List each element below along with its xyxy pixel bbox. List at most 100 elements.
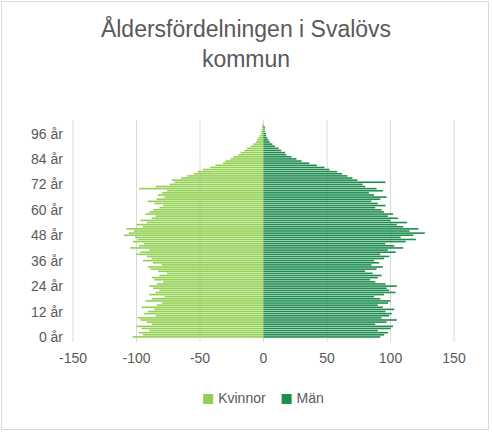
bar bbox=[264, 326, 394, 328]
bar bbox=[264, 177, 353, 179]
bar bbox=[140, 251, 263, 253]
x-axis: -150-100-50050100150 bbox=[59, 350, 466, 366]
bar bbox=[152, 258, 264, 260]
bar bbox=[126, 228, 263, 230]
bar bbox=[159, 290, 263, 292]
bar bbox=[262, 124, 263, 126]
bar bbox=[264, 228, 419, 230]
bar bbox=[264, 169, 330, 171]
bar bbox=[143, 260, 264, 262]
bar bbox=[264, 179, 358, 181]
bar bbox=[162, 302, 264, 304]
bar bbox=[156, 215, 264, 217]
bar bbox=[264, 300, 391, 302]
bar bbox=[139, 245, 263, 247]
grid-line bbox=[454, 120, 455, 342]
bar bbox=[149, 211, 263, 213]
bar bbox=[152, 298, 264, 300]
bar bbox=[264, 158, 297, 160]
bar bbox=[264, 311, 386, 313]
bar bbox=[264, 175, 348, 177]
bar bbox=[153, 209, 263, 211]
bar bbox=[138, 239, 264, 241]
bar bbox=[264, 306, 383, 308]
bar bbox=[264, 321, 387, 323]
bar bbox=[130, 247, 263, 249]
chart: Åldersfördelningen i Svalövs kommun -150… bbox=[0, 0, 492, 433]
bar bbox=[139, 332, 263, 334]
bar bbox=[264, 290, 390, 292]
bar bbox=[264, 186, 366, 188]
bar bbox=[163, 205, 263, 207]
bar bbox=[164, 296, 263, 298]
bar bbox=[172, 179, 263, 181]
bar bbox=[244, 150, 263, 152]
bar bbox=[264, 160, 302, 162]
bar bbox=[147, 256, 264, 258]
bar bbox=[167, 273, 264, 275]
bar bbox=[264, 323, 376, 325]
bar bbox=[262, 129, 263, 131]
bar bbox=[264, 317, 382, 319]
bar bbox=[264, 283, 386, 285]
bar bbox=[264, 152, 286, 154]
bar bbox=[264, 143, 273, 145]
bar bbox=[264, 126, 265, 128]
y-tick-label: 48 år bbox=[31, 227, 63, 243]
bar bbox=[264, 203, 378, 205]
bar bbox=[261, 133, 264, 135]
bar bbox=[264, 162, 310, 164]
bar bbox=[264, 298, 381, 300]
bar bbox=[264, 135, 267, 137]
bar bbox=[258, 137, 263, 139]
bar bbox=[230, 158, 263, 160]
y-tick-label: 24 år bbox=[31, 278, 63, 294]
bar bbox=[264, 285, 397, 287]
bar bbox=[260, 135, 264, 137]
bar bbox=[247, 148, 264, 150]
y-tick-label: 84 år bbox=[31, 151, 63, 167]
y-axis: 0 år12 år24 år36 år48 år60 år72 år84 år9… bbox=[31, 126, 63, 345]
bar bbox=[152, 277, 264, 279]
bar bbox=[145, 300, 263, 302]
bar bbox=[156, 186, 264, 188]
bar bbox=[156, 292, 264, 294]
bars bbox=[124, 124, 425, 337]
bar bbox=[162, 264, 264, 266]
bar bbox=[264, 184, 363, 186]
bar bbox=[164, 196, 263, 198]
bar bbox=[264, 165, 317, 167]
bar bbox=[225, 160, 263, 162]
bar bbox=[159, 275, 263, 277]
bar bbox=[264, 277, 378, 279]
bar bbox=[264, 222, 408, 224]
bar bbox=[264, 273, 373, 275]
bar bbox=[154, 279, 263, 281]
bar bbox=[138, 317, 264, 319]
bar bbox=[264, 330, 378, 332]
bar bbox=[203, 169, 264, 171]
bar bbox=[264, 188, 377, 190]
bar bbox=[133, 336, 264, 338]
bar bbox=[264, 249, 388, 251]
bar bbox=[194, 173, 264, 175]
bar bbox=[264, 215, 388, 217]
bar bbox=[264, 319, 397, 321]
legend-label: Kvinnor bbox=[218, 390, 266, 406]
bar bbox=[137, 326, 264, 328]
bar bbox=[264, 254, 381, 256]
legend: KvinnorMän bbox=[203, 390, 324, 406]
bar bbox=[264, 275, 382, 277]
bar bbox=[135, 237, 263, 239]
bar bbox=[264, 156, 292, 158]
bar bbox=[175, 181, 264, 183]
legend-swatch bbox=[282, 394, 292, 404]
y-tick-label: 12 år bbox=[31, 304, 63, 320]
bar bbox=[264, 201, 372, 203]
bar bbox=[181, 177, 264, 179]
bar bbox=[262, 126, 263, 128]
bar bbox=[264, 211, 385, 213]
bar bbox=[264, 302, 388, 304]
bar bbox=[256, 141, 264, 143]
bar bbox=[241, 152, 264, 154]
